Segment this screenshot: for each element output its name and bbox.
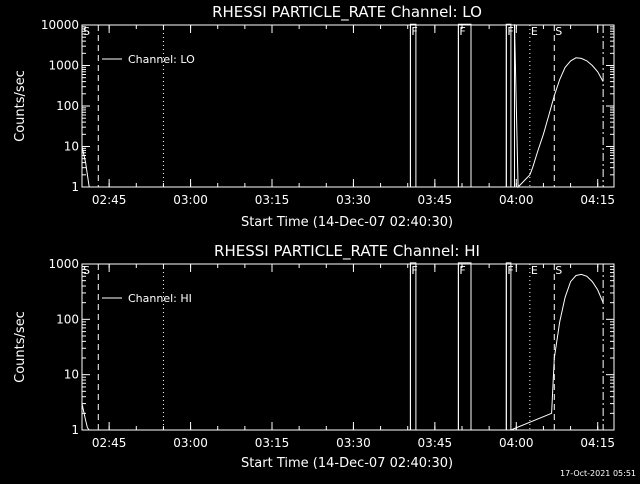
y-tick-label: 10	[64, 368, 79, 382]
legend-label-hi: Channel: HI	[128, 292, 192, 305]
x-tick-label: 03:15	[255, 436, 290, 450]
chart-title-hi: RHESSI PARTICLE_RATE Channel: HI	[214, 242, 480, 261]
x-axis-label-lo: Start Time (14-Dec-07 02:40:30)	[241, 215, 453, 230]
marker-label-E: E	[531, 25, 538, 38]
y-axis-label-hi: Counts/sec	[13, 311, 28, 383]
marker-label-E: E	[531, 264, 538, 277]
chart-title-lo: RHESSI PARTICLE_RATE Channel: LO	[212, 3, 482, 22]
x-tick-label: 03:45	[418, 436, 453, 450]
y-tick-label: 1	[71, 180, 79, 194]
marker-label-S: S	[83, 264, 90, 277]
x-ticks-lo: 02:45 03:00 03:15 03:30 03:45 04:00 04:15	[81, 25, 615, 207]
x-tick-label: 03:30	[336, 193, 371, 207]
x-ticks-hi: 02:45 03:00 03:15 03:30 03:45 04:00 04:15	[81, 264, 615, 450]
x-tick-label: 03:30	[336, 436, 371, 450]
x-tick-label: 03:15	[255, 193, 290, 207]
x-tick-label: 04:15	[580, 193, 615, 207]
x-tick-label: 04:15	[580, 436, 615, 450]
marker-label-F: F	[459, 264, 465, 277]
x-tick-label: 02:45	[92, 193, 127, 207]
series-line-hi	[81, 262, 604, 431]
marker-label-F: F	[411, 25, 417, 38]
y-tick-label: 100	[56, 312, 79, 326]
y-tick-label: 1000	[48, 257, 79, 271]
generation-timestamp: 17-Oct-2021 05:51	[560, 469, 636, 478]
marker-label-F: F	[411, 264, 417, 277]
y-ticks-lo: 1 10 100 1000 10000	[41, 18, 614, 194]
marker-label-S: S	[83, 25, 90, 38]
y-tick-label: 1	[71, 423, 79, 437]
x-tick-label: 04:00	[499, 193, 534, 207]
series-line-lo	[81, 23, 604, 189]
y-axis-label-lo: Counts/sec	[13, 70, 28, 142]
y-tick-label: 10	[64, 140, 79, 154]
x-tick-label: 03:45	[418, 193, 453, 207]
legend-label-lo: Channel: LO	[128, 53, 195, 66]
marker-label-S: S	[555, 264, 562, 277]
marker-label-S: S	[555, 25, 562, 38]
x-axis-label-hi: Start Time (14-Dec-07 02:40:30)	[241, 456, 453, 471]
y-tick-label: 100	[56, 99, 79, 113]
x-tick-label: 03:00	[173, 193, 208, 207]
y-tick-label: 10000	[41, 18, 79, 32]
x-tick-label: 02:45	[92, 436, 127, 450]
panel-hi: RHESSI PARTICLE_RATE Channel: HI 02:45 03…	[13, 242, 615, 471]
panel-lo: RHESSI PARTICLE_RATE Channel: LO 02:45 03…	[13, 3, 615, 230]
marker-label-F: F	[459, 25, 465, 38]
x-tick-label: 03:00	[173, 436, 208, 450]
y-tick-label: 1000	[48, 59, 79, 73]
x-tick-label: 04:00	[499, 436, 534, 450]
